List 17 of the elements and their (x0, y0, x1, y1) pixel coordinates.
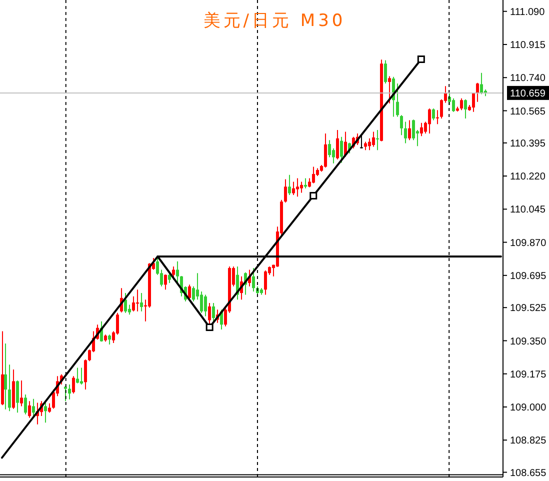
y-tick-label: 109.000 (510, 402, 547, 414)
y-tick-label: 110.220 (510, 172, 546, 183)
ref-line-label: 110.659 (510, 88, 546, 100)
y-tick-label: 108.655 (510, 468, 547, 479)
y-tick-label: 109.175 (510, 369, 547, 380)
y-tick-label: 111.090 (510, 6, 546, 18)
y-tick-label: 110.915 (510, 40, 546, 52)
y-tick-label: 108.825 (510, 436, 547, 447)
y-tick-label: 109.525 (510, 303, 547, 314)
y-tick-label: 109.870 (510, 238, 547, 249)
y-tick-label: 110.565 (510, 106, 546, 118)
y-tick-label: 110.395 (510, 138, 546, 150)
y-tick-label: 110.740 (510, 73, 546, 84)
y-tick-label: 109.350 (510, 336, 547, 348)
y-tick-label: 109.695 (510, 270, 547, 282)
y-tick-label: 110.045 (510, 204, 546, 216)
text: 美元/日元 M30 (203, 11, 346, 31)
